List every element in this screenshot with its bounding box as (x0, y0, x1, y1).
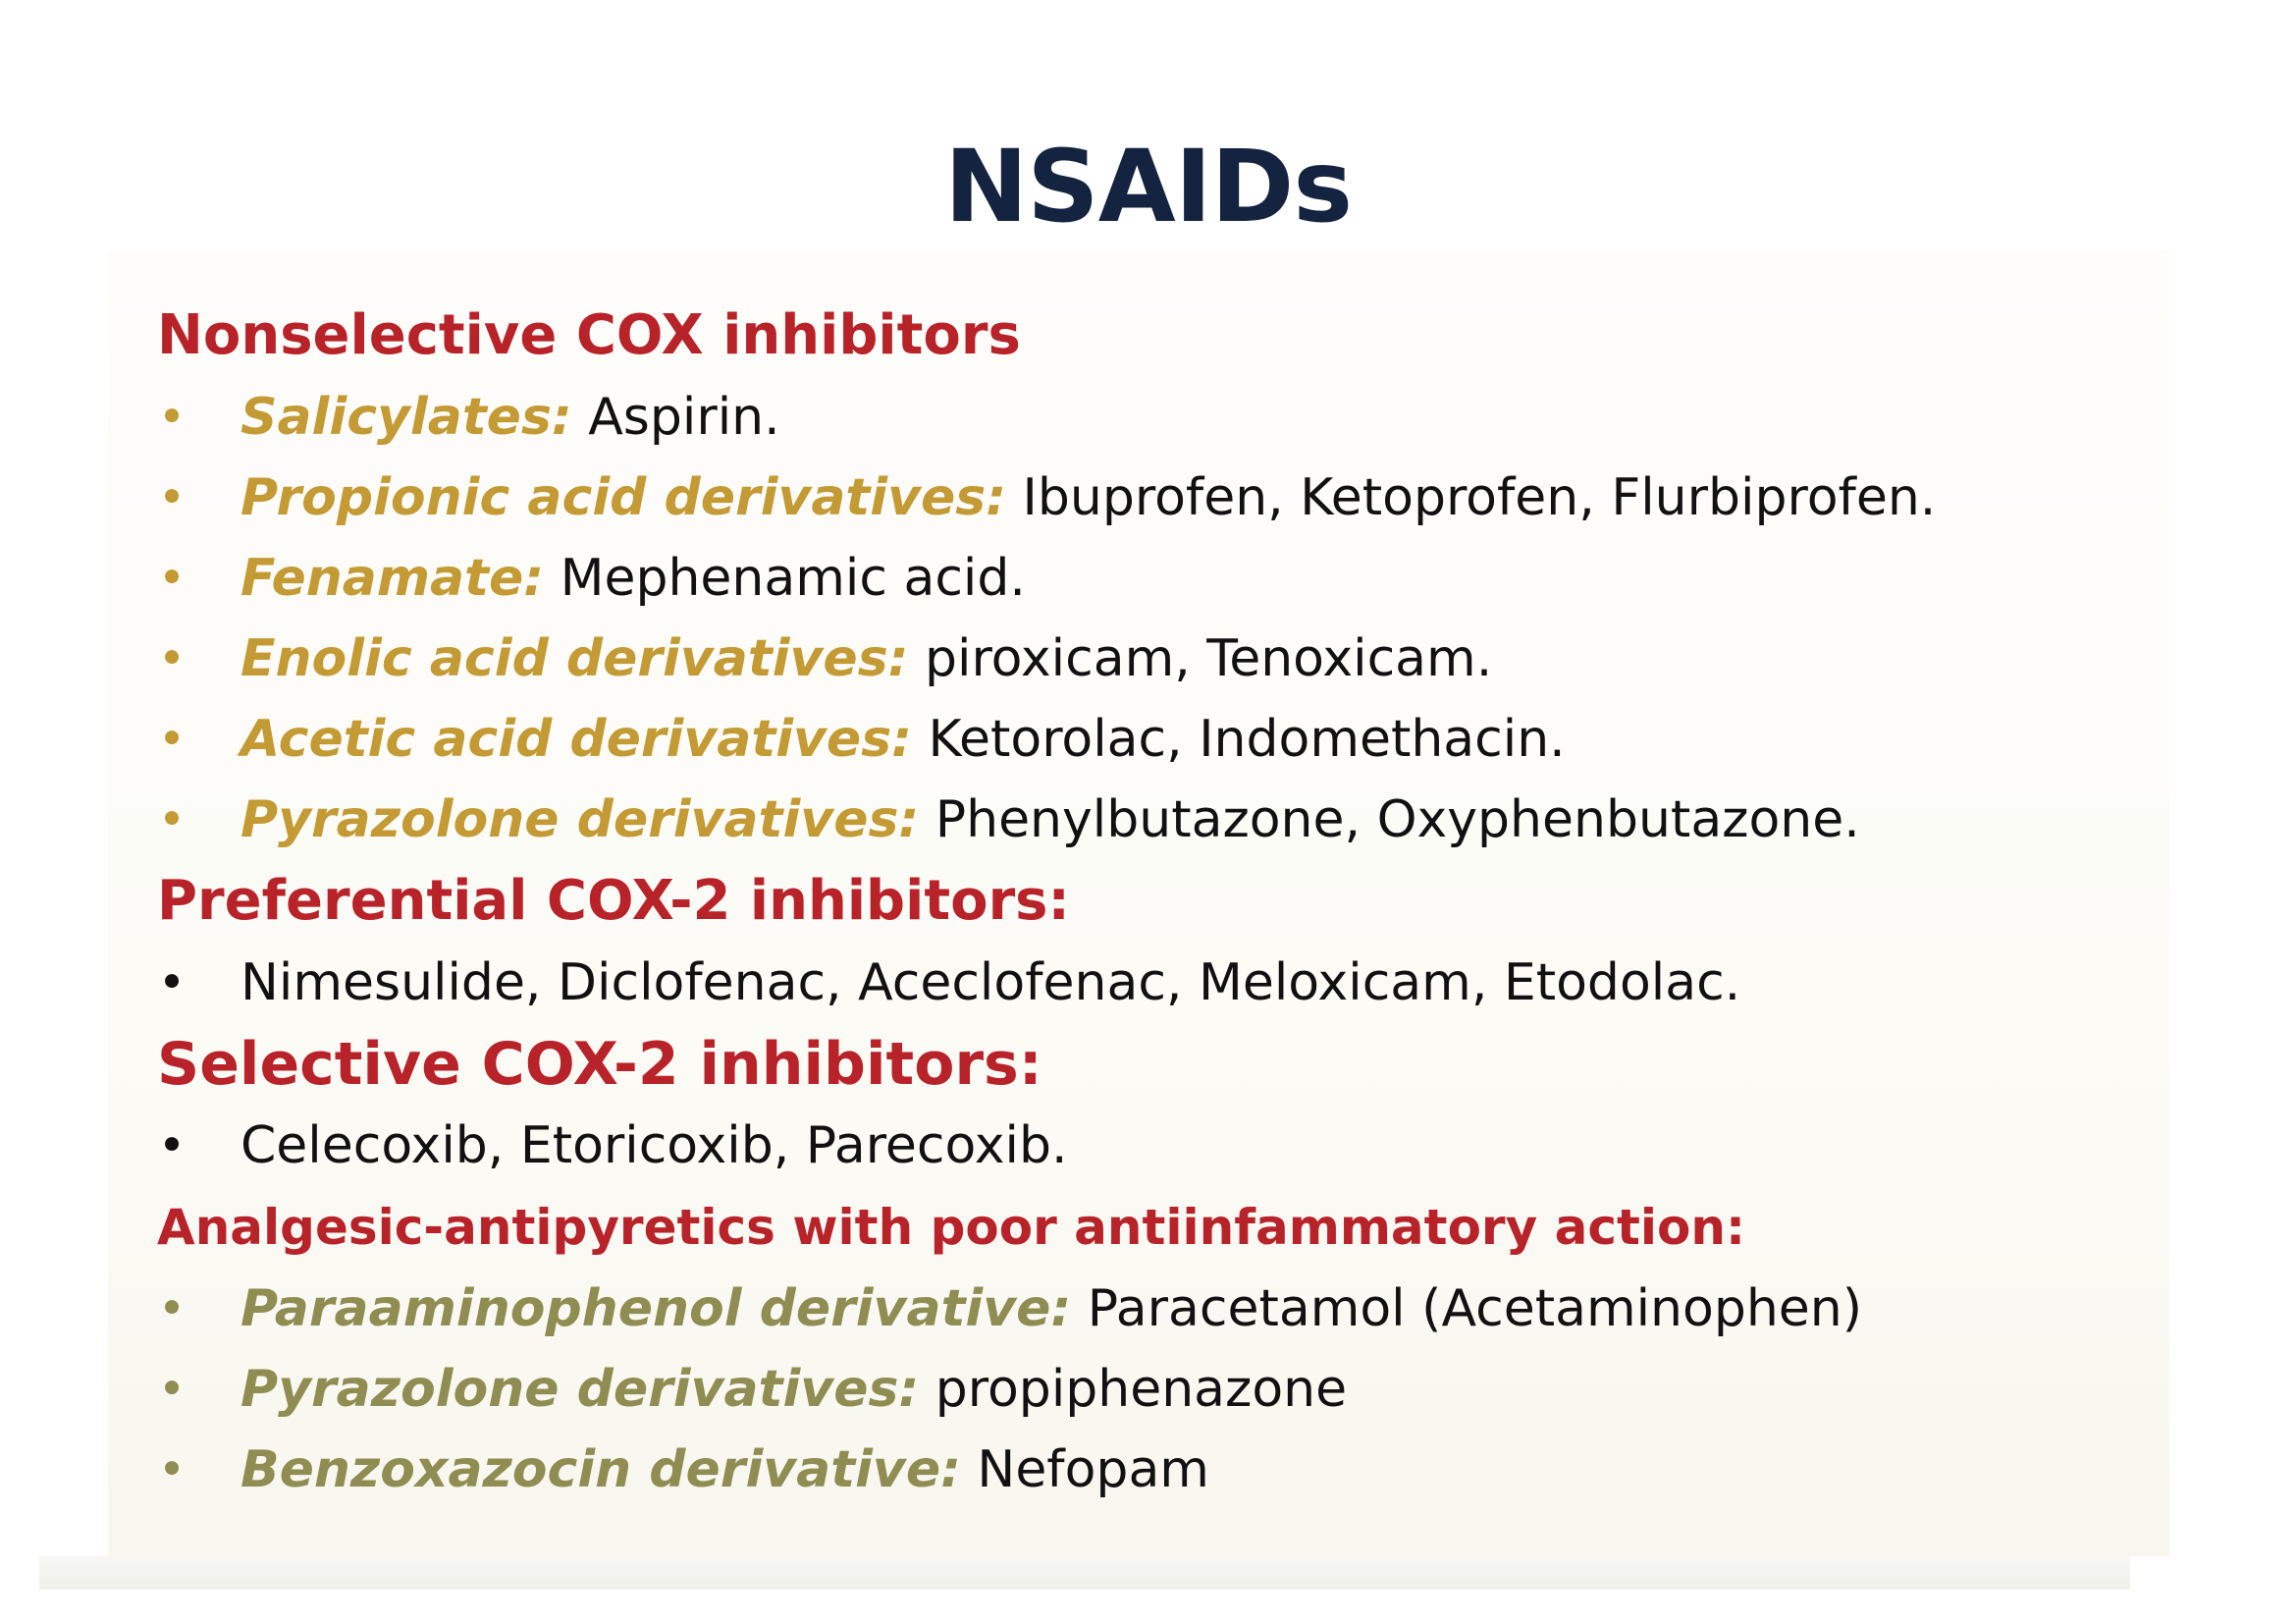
drug-list: Celecoxib, Etoricoxib, Parecoxib. (240, 1116, 1068, 1175)
category-label: Pyrazolone derivatives: (240, 790, 920, 849)
category-label: Salicylates: (240, 388, 572, 447)
list-item: • Nimesulide, Diclofenac, Aceclofenac, Me… (157, 943, 2179, 1023)
bullet-icon: • (157, 551, 187, 606)
bullet-icon: • (157, 792, 187, 847)
bottom-edge-shadow (39, 1556, 2130, 1590)
bullet-icon: • (157, 470, 187, 525)
bullet-icon: • (157, 390, 187, 445)
list-preferential: • Nimesulide, Diclofenac, Aceclofenac, Me… (157, 943, 2179, 1023)
drug-list: Paracetamol (Acetaminophen) (1071, 1279, 1863, 1338)
heading-selective: Selective COX-2 inhibitors: (157, 1030, 1042, 1099)
heading-nonselective: Nonselective COX inhibitors (157, 303, 1021, 367)
drug-list: propiphenazone (919, 1360, 1348, 1419)
slide-content: Nonselective COX inhibitors • Salicylates… (157, 295, 2179, 1510)
drug-list: Ketorolac, Indomethacin. (911, 710, 1566, 769)
category-label: Benzoxazocin derivative: (240, 1440, 961, 1499)
drug-list: Mephenamic acid. (544, 549, 1026, 608)
category-label: Fenamate: (240, 549, 545, 608)
drug-list: Ibuprofen, Ketoprofen, Flurbiprofen. (1006, 468, 1937, 527)
bullet-icon: • (157, 631, 187, 686)
list-item: • Enolic acid derivatives: piroxicam, Ten… (157, 619, 2179, 699)
page-title: NSAIDs (943, 129, 1353, 245)
drug-list: Nimesulide, Diclofenac, Aceclofenac, Mel… (240, 953, 1741, 1012)
list-item: • Pyrazolone derivatives: Phenylbutazone,… (157, 780, 2179, 860)
bullet-icon: • (157, 1442, 187, 1497)
drug-list: piroxicam, Tenoxicam. (908, 629, 1493, 688)
list-nonselective: • Salicylates: Aspirin. • Propionic acid d… (157, 377, 2179, 860)
drug-list: Aspirin. (571, 388, 780, 447)
category-label: Propionic acid derivatives: (240, 468, 1007, 527)
category-label: Acetic acid derivatives: (240, 710, 912, 769)
bullet-icon: • (157, 712, 187, 767)
heading-preferential: Preferential COX-2 inhibitors: (157, 869, 1070, 933)
list-item: • Paraaminophenol derivative: Paracetamol… (157, 1269, 2179, 1349)
bullet-icon: • (157, 1362, 187, 1417)
category-label: Enolic acid derivatives: (240, 629, 909, 688)
bullet-icon: • (157, 955, 187, 1010)
heading-analgesic: Analgesic-antipyretics with poor antiinf… (157, 1199, 1745, 1256)
list-analgesic: • Paraaminophenol derivative: Paracetamol… (157, 1269, 2179, 1510)
list-item: • Celecoxib, Etoricoxib, Parecoxib. (157, 1106, 2179, 1186)
drug-list: Phenylbutazone, Oxyphenbutazone. (919, 790, 1860, 849)
list-item: • Fenamate: Mephenamic acid. (157, 538, 2179, 619)
list-item: • Pyrazolone derivatives: propiphenazone (157, 1349, 2179, 1430)
list-item: • Propionic acid derivatives: Ibuprofen, … (157, 458, 2179, 538)
bullet-icon: • (157, 1118, 187, 1173)
list-item: • Benzoxazocin derivative: Nefopam (157, 1430, 2179, 1510)
category-label: Paraaminophenol derivative: (240, 1279, 1072, 1338)
slide-background (108, 250, 2169, 1556)
list-selective: • Celecoxib, Etoricoxib, Parecoxib. (157, 1106, 2179, 1186)
drug-list: Nefopam (960, 1440, 1209, 1499)
category-label: Pyrazolone derivatives: (240, 1360, 920, 1419)
list-item: • Acetic acid derivatives: Ketorolac, Ind… (157, 699, 2179, 780)
list-item: • Salicylates: Aspirin. (157, 377, 2179, 458)
bullet-icon: • (157, 1281, 187, 1336)
